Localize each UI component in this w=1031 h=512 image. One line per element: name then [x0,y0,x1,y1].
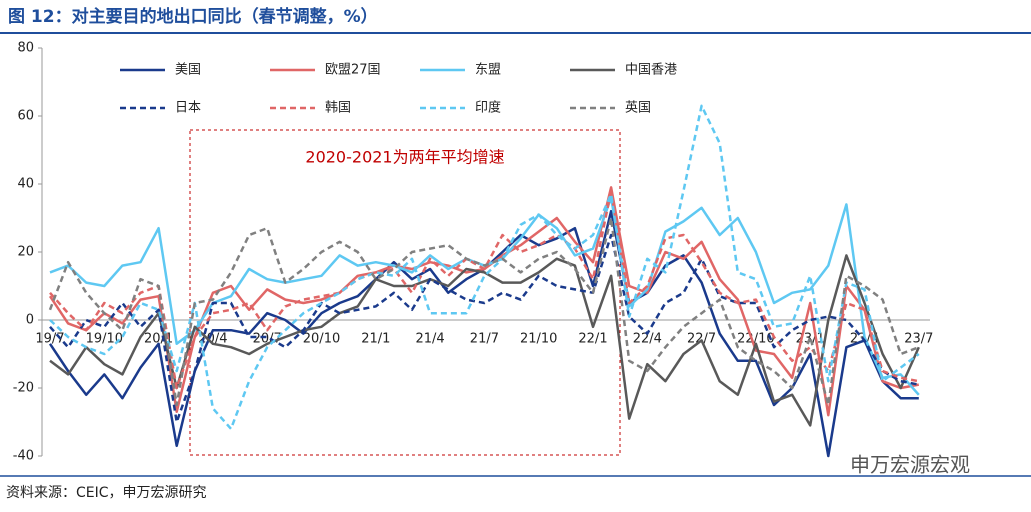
x-tick-label: 21/7 [470,332,499,347]
x-tick-label: 20/10 [303,332,340,347]
legend-label: 美国 [175,63,201,78]
annotation-box [189,129,621,456]
x-tick-label: 22/1 [578,332,607,347]
legend-label: 欧盟27国 [325,63,381,78]
x-tick-label: 22/10 [737,332,774,347]
x-tick-label: 22/4 [633,332,662,347]
y-tick-label: 0 [26,313,34,328]
y-tick-label: 40 [17,177,34,192]
legend-label: 英国 [625,101,651,116]
legend-label: 印度 [475,100,501,116]
x-tick-label: 20/7 [253,332,282,347]
y-tick-label: -40 [13,449,34,464]
series-line [48,216,920,407]
legend-label: 东盟 [475,63,501,78]
legend-label: 日本 [175,101,201,116]
watermark: 申万宏源宏观 [850,453,970,477]
y-tick-label: 20 [17,245,34,260]
x-tick-label: 22/7 [687,332,716,347]
y-tick-label: 60 [17,109,34,124]
chart-title: 图 12：对主要目的地出口同比（春节调整，%） [8,6,378,27]
source: 资料来源：CEIC，申万宏源研究 [6,485,207,501]
legend-label: 韩国 [325,101,351,116]
x-tick-label: 21/10 [520,332,557,347]
x-tick-label: 23/7 [904,332,933,347]
y-tick-label: -20 [13,381,34,396]
annotation: 2020-2021为两年平均增速 [305,148,504,167]
x-tick-label: 19/10 [86,332,123,347]
legend-label: 中国香港 [625,63,677,78]
series-line [49,189,920,390]
y-tick-label: 80 [17,41,34,56]
series-line [49,254,920,427]
series-line [49,233,920,424]
x-tick-label: 21/1 [361,332,390,347]
x-tick-label: 21/4 [415,332,444,347]
series-line [49,196,920,396]
